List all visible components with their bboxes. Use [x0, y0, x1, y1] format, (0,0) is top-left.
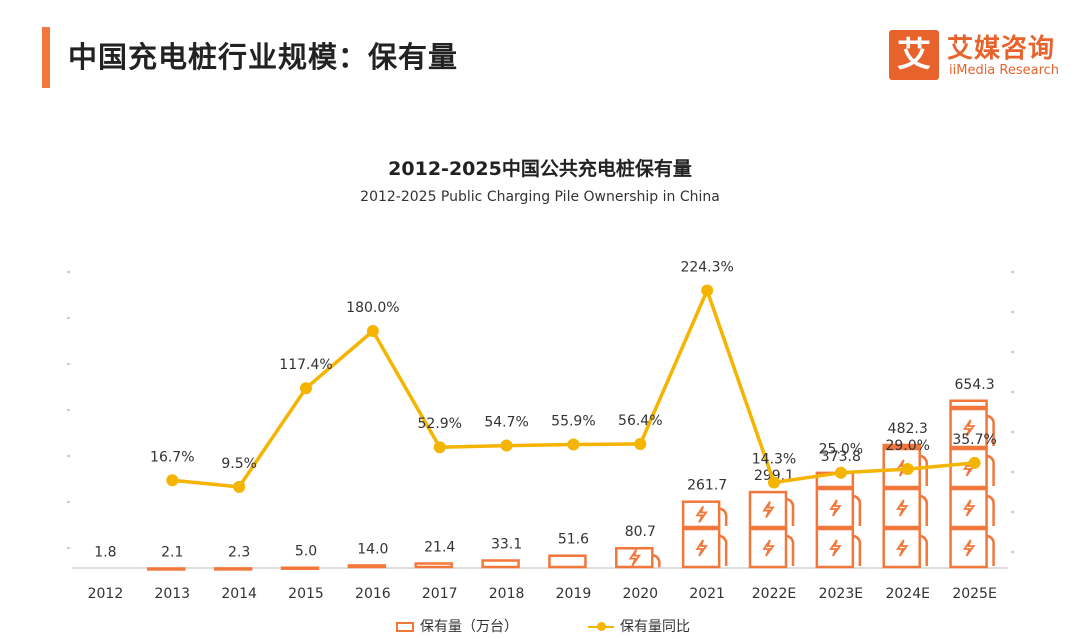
bar-value-label: 654.3 [955, 377, 995, 393]
bar-value-label: 51.6 [558, 532, 589, 548]
growth-label: 54.7% [484, 415, 528, 431]
x-tick-label: 2019 [556, 586, 592, 602]
x-tick-label: 2024E [885, 586, 929, 602]
x-tick-label: 2017 [422, 586, 458, 602]
legend-bar-swatch [396, 622, 414, 632]
x-tick-label: 2021 [689, 586, 725, 602]
growth-point-2024E [901, 463, 914, 476]
bar-2015 [280, 566, 320, 570]
bar-value-label: 1.8 [94, 545, 116, 561]
bar-2023E [815, 471, 862, 569]
x-tick-label: 2012 [88, 586, 124, 602]
bar-value-label: 373.8 [821, 449, 861, 465]
growth-point-2018 [500, 439, 513, 452]
logo-mark: 艾 [889, 30, 939, 80]
bar-value-label: 33.1 [491, 536, 522, 552]
growth-label: 224.3% [680, 259, 733, 275]
legend-item-line: 保有量同比 [588, 616, 690, 636]
growth-label: 56.4% [618, 413, 662, 429]
x-tick-label: 2022E [752, 586, 796, 602]
logo-name-cn: 艾媒咨询 [947, 34, 1056, 64]
growth-point-2025E [968, 456, 981, 469]
growth-point-2023E [834, 466, 847, 479]
bar-2016 [347, 564, 387, 569]
growth-point-2015 [300, 382, 312, 395]
bar-2014 [213, 567, 253, 571]
bar-value-label: 5.0 [295, 544, 317, 560]
bar-value-label: 482.3 [888, 421, 928, 437]
growth-point-2019 [567, 438, 580, 451]
logo-name-en: iiMedia Research [949, 63, 1060, 78]
bar-2025E [949, 399, 995, 569]
x-tick-label: 2016 [355, 586, 391, 602]
growth-label: 25.0% [819, 442, 863, 458]
chart-legend: 保有量（万台） 保有量同比 [0, 616, 1080, 638]
bar-value-label: 2.1 [161, 544, 183, 560]
bar-2024E [882, 443, 929, 569]
growth-label: 52.9% [417, 416, 461, 432]
growth-label: 180.0% [346, 300, 399, 316]
growth-point-2020 [634, 438, 647, 451]
bar-2017 [414, 562, 453, 569]
legend-bar-label: 保有量（万台） [420, 619, 518, 635]
x-tick-label: 2018 [489, 586, 525, 602]
x-tick-label: 2014 [221, 586, 257, 602]
growth-point-2014 [233, 480, 246, 493]
growth-label: 35.7% [952, 432, 996, 448]
bar-2021 [681, 500, 728, 569]
chart: 1.8 2012 2.1 2013 2.3 2014 5.0 2015 14.0 2016 21.4… [67, 259, 1014, 602]
growth-label: 29.0% [885, 438, 929, 454]
growth-point-2016 [366, 325, 379, 337]
x-tick-label: 2025E [952, 586, 996, 602]
x-tick-label: 2020 [622, 586, 658, 602]
logo: 艾 艾媒咨询 iiMedia Research [889, 30, 1069, 82]
chart-title: 2012-2025中国公共充电桩保有量 [388, 158, 692, 180]
bar-value-label: 14.0 [357, 541, 388, 557]
growth-label: 55.9% [551, 413, 595, 429]
page-title: 中国充电桩行业规模：保有量 [68, 40, 459, 74]
x-tick-label: 2013 [154, 586, 190, 602]
chart-subtitle: 2012-2025 Public Charging Pile Ownership… [360, 189, 720, 205]
bar-value-label: 2.3 [228, 544, 250, 560]
bar-value-label: 261.7 [687, 478, 727, 494]
growth-label: 14.3% [752, 451, 796, 467]
bar-2019 [548, 554, 587, 569]
bar-value-label: 21.4 [424, 539, 455, 555]
x-tick-label: 2023E [819, 586, 863, 602]
bar-2020 [615, 546, 661, 569]
bar-2022E [748, 490, 795, 569]
growth-point-2021 [701, 284, 714, 297]
legend-item-bar: 保有量（万台） [396, 616, 518, 636]
growth-label: 9.5% [221, 456, 257, 472]
x-tick-label: 2015 [288, 586, 324, 602]
bar-value-label: 80.7 [625, 524, 656, 540]
growth-point-2013 [166, 474, 179, 487]
bar-2018 [481, 559, 520, 569]
legend-line-swatch [588, 622, 614, 631]
growth-label: 16.7% [150, 449, 194, 465]
title-accent-bar [42, 27, 50, 88]
growth-point-2017 [433, 441, 446, 454]
legend-line-label: 保有量同比 [620, 619, 690, 635]
growth-label: 117.4% [279, 357, 332, 373]
bar-2013 [147, 567, 186, 571]
growth-point-2022E [768, 476, 780, 489]
